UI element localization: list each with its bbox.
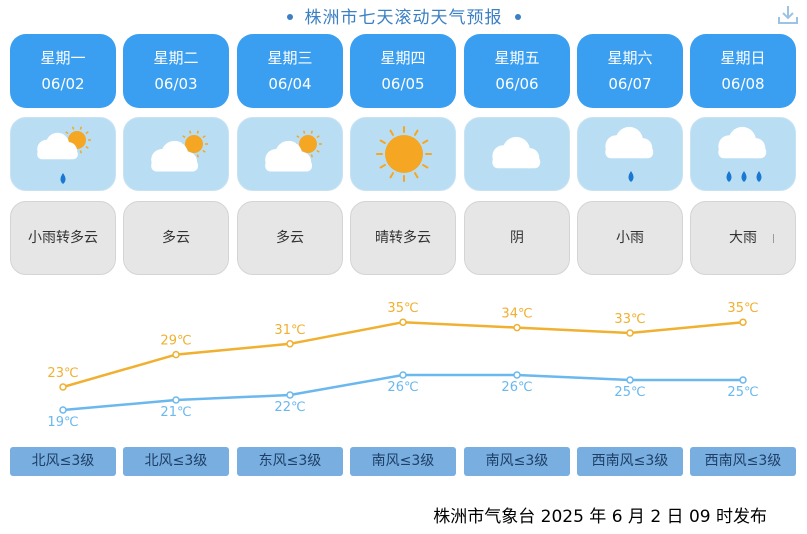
data-point xyxy=(513,371,521,379)
date-label: 06/02 xyxy=(41,75,85,93)
date-label: 06/04 xyxy=(268,75,312,93)
data-label: 25℃ xyxy=(614,385,645,400)
wind-label: 南风≤3级 xyxy=(464,447,570,476)
partly-cloudy-icon xyxy=(237,117,343,191)
day-card[interactable]: 星期二 06/03 xyxy=(123,34,229,108)
data-point xyxy=(286,340,294,348)
issue-note: 株洲市气象台 2025 年 6 月 2 日 09 时发布 xyxy=(433,507,767,527)
heavy-rain-icon xyxy=(690,117,796,191)
data-point xyxy=(59,383,67,391)
day-card[interactable]: 星期一 06/02 xyxy=(10,34,116,108)
data-point xyxy=(172,396,180,404)
partly-cloudy-icon xyxy=(123,117,229,191)
weekday-label: 星期三 xyxy=(267,49,313,67)
title-left-dot xyxy=(286,13,293,20)
weekday-label: 星期四 xyxy=(380,49,426,67)
data-label: 33℃ xyxy=(614,312,645,327)
day-card[interactable]: 星期日 06/08 xyxy=(690,34,796,108)
light-rain-icon xyxy=(577,117,683,191)
temperature-chart: 23℃ 29℃ 31℃ 35℃ 34℃ 33℃ 35℃ 19℃ 21℃ 22℃ 26℃ 26℃ 25℃ 2… xyxy=(47,301,758,430)
data-label: 26℃ xyxy=(387,380,418,395)
data-label: 25℃ xyxy=(727,385,758,400)
data-point xyxy=(739,318,747,326)
data-point xyxy=(626,376,634,384)
download-icon[interactable] xyxy=(777,4,799,26)
weekday-label: 星期日 xyxy=(720,49,766,67)
weather-label: 多云 xyxy=(123,201,229,275)
weekday-label: 星期二 xyxy=(153,49,199,67)
divider-tick xyxy=(773,234,774,243)
weekday-label: 星期五 xyxy=(494,49,540,67)
data-point xyxy=(59,406,67,414)
data-point xyxy=(513,323,521,332)
date-label: 06/07 xyxy=(608,75,652,93)
weather-label: 多云 xyxy=(237,201,343,275)
date-label: 06/05 xyxy=(381,75,425,93)
wind-label: 北风≤3级 xyxy=(10,447,116,476)
data-label: 22℃ xyxy=(274,400,305,415)
date-label: 06/03 xyxy=(154,75,198,93)
weekday-label: 星期六 xyxy=(607,49,653,67)
data-label: 19℃ xyxy=(47,415,78,430)
data-label: 34℃ xyxy=(501,307,532,322)
data-label: 29℃ xyxy=(160,334,191,349)
weather-label: 小雨转多云 xyxy=(10,201,116,275)
day-card[interactable]: 星期五 06/06 xyxy=(464,34,570,108)
weather-label: 晴转多云 xyxy=(350,201,456,275)
date-label: 06/08 xyxy=(721,75,765,93)
cloud-icon xyxy=(464,117,570,191)
weather-label: 阴 xyxy=(464,201,570,275)
data-point xyxy=(399,371,407,379)
page-title: 株洲市七天滚动天气预报 xyxy=(304,8,503,28)
day-card[interactable]: 星期六 06/07 xyxy=(577,34,683,108)
page-title-row: 株洲市七天滚动天气预报 xyxy=(0,3,807,28)
date-label: 06/06 xyxy=(495,75,539,93)
data-label: 23℃ xyxy=(47,366,78,381)
wind-label: 东风≤3级 xyxy=(237,447,343,476)
sun-icon xyxy=(350,117,456,191)
data-label: 31℃ xyxy=(274,323,305,338)
data-point xyxy=(739,376,747,384)
data-point xyxy=(399,318,407,326)
data-point xyxy=(172,350,180,359)
title-right-dot xyxy=(514,13,521,20)
data-point xyxy=(286,391,294,399)
day-card[interactable]: 星期四 06/05 xyxy=(350,34,456,108)
data-point xyxy=(626,329,634,337)
sun-cloud-rain-icon xyxy=(10,117,116,191)
data-label: 35℃ xyxy=(387,301,418,316)
wind-label: 北风≤3级 xyxy=(123,447,229,476)
day-card[interactable]: 星期三 06/04 xyxy=(237,34,343,108)
data-label: 35℃ xyxy=(727,301,758,316)
weekday-label: 星期一 xyxy=(40,49,86,67)
wind-label: 西南风≤3级 xyxy=(577,447,683,476)
weather-label: 小雨 xyxy=(577,201,683,275)
data-label: 21℃ xyxy=(160,405,191,420)
data-label: 26℃ xyxy=(501,380,532,395)
wind-label: 西南风≤3级 xyxy=(690,447,796,476)
wind-label: 南风≤3级 xyxy=(350,447,456,476)
weather-label: 大雨 xyxy=(690,201,796,275)
